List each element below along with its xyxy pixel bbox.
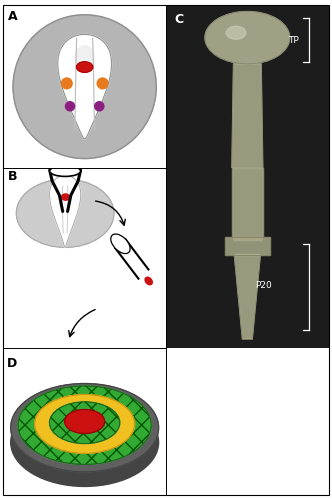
Ellipse shape	[75, 46, 94, 68]
Ellipse shape	[65, 410, 105, 434]
Ellipse shape	[49, 402, 120, 444]
Ellipse shape	[226, 26, 246, 40]
Ellipse shape	[35, 394, 134, 454]
Polygon shape	[232, 64, 263, 168]
Ellipse shape	[111, 234, 130, 254]
Ellipse shape	[145, 277, 152, 284]
Circle shape	[61, 78, 72, 89]
Polygon shape	[49, 176, 81, 248]
Polygon shape	[224, 236, 270, 254]
Text: C: C	[174, 13, 183, 26]
Ellipse shape	[11, 398, 159, 486]
Text: TP: TP	[288, 36, 299, 46]
Ellipse shape	[61, 194, 69, 200]
Ellipse shape	[11, 384, 159, 472]
Text: D: D	[7, 356, 17, 370]
Circle shape	[13, 15, 156, 159]
Text: P20: P20	[256, 280, 272, 289]
Circle shape	[95, 102, 104, 111]
Text: B: B	[8, 170, 18, 183]
Polygon shape	[234, 254, 260, 339]
Polygon shape	[58, 34, 112, 139]
Ellipse shape	[76, 62, 93, 72]
Ellipse shape	[18, 386, 151, 464]
Ellipse shape	[16, 179, 114, 248]
Ellipse shape	[205, 12, 290, 64]
Polygon shape	[232, 168, 263, 240]
Circle shape	[97, 78, 108, 89]
Ellipse shape	[50, 166, 81, 176]
Circle shape	[65, 102, 75, 111]
Text: A: A	[8, 10, 18, 23]
